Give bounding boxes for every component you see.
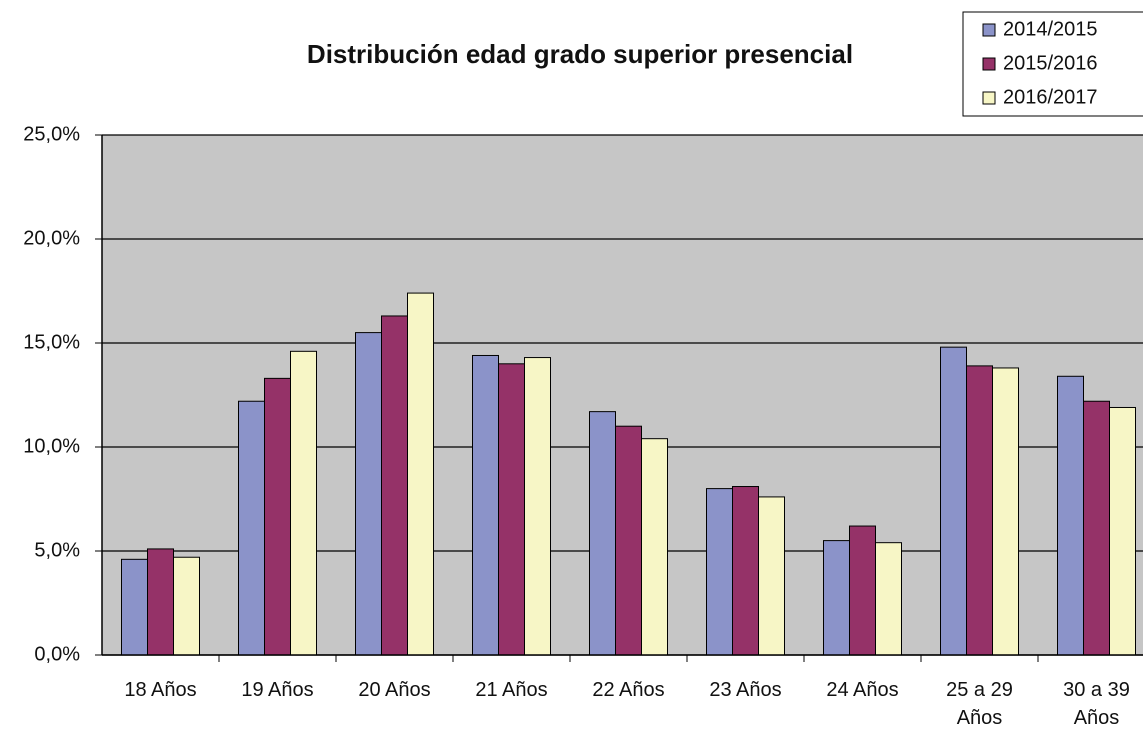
x-tick-label: 20 Años bbox=[358, 679, 431, 701]
bar bbox=[472, 354, 499, 656]
bar bbox=[290, 350, 317, 656]
bar bbox=[875, 542, 902, 656]
bar bbox=[498, 363, 525, 656]
y-tick-label: 10,0% bbox=[23, 435, 80, 457]
bar bbox=[355, 332, 382, 656]
x-tick-label: 25 a 29 Años bbox=[946, 679, 1013, 729]
legend-swatch bbox=[982, 57, 996, 71]
y-tick-label: 5,0% bbox=[34, 539, 80, 561]
y-tick-label: 20,0% bbox=[23, 227, 80, 249]
legend-swatch bbox=[982, 23, 996, 37]
bar bbox=[758, 496, 785, 656]
x-tick-label: 24 Años bbox=[826, 679, 899, 701]
bar bbox=[849, 525, 876, 656]
bar bbox=[992, 367, 1019, 656]
bar bbox=[121, 558, 148, 656]
bar bbox=[966, 365, 993, 656]
x-tick-label: 30 a 39 Años bbox=[1063, 679, 1130, 729]
y-tick-label: 0,0% bbox=[34, 643, 80, 665]
x-tick-label: 22 Años bbox=[592, 679, 665, 701]
x-tick-label: 19 Años bbox=[241, 679, 314, 701]
legend-label: 2016/2017 bbox=[1003, 86, 1098, 108]
bar bbox=[1109, 406, 1136, 656]
chart-title: Distribución edad grado superior presenc… bbox=[307, 39, 853, 69]
bar bbox=[147, 548, 174, 656]
bar bbox=[238, 400, 265, 656]
bar bbox=[524, 357, 551, 656]
bar bbox=[732, 486, 759, 656]
bar bbox=[940, 346, 967, 656]
bar bbox=[1057, 375, 1084, 656]
x-tick-label: 21 Años bbox=[475, 679, 548, 701]
bar bbox=[173, 556, 200, 656]
legend-label: 2015/2016 bbox=[1003, 52, 1098, 74]
bar bbox=[589, 411, 616, 656]
bar bbox=[641, 438, 668, 656]
legend-label: 2014/2015 bbox=[1003, 18, 1098, 40]
y-tick-label: 25,0% bbox=[23, 123, 80, 145]
x-tick-label: 18 Años bbox=[124, 679, 197, 701]
legend-swatch bbox=[982, 91, 996, 105]
bar bbox=[706, 488, 733, 656]
bar bbox=[823, 540, 850, 656]
bar bbox=[381, 315, 408, 656]
y-tick-label: 15,0% bbox=[23, 331, 80, 353]
bar bbox=[407, 292, 434, 656]
bar bbox=[615, 425, 642, 656]
bar bbox=[264, 377, 291, 656]
x-tick-label: 23 Años bbox=[709, 679, 782, 701]
bar bbox=[1083, 400, 1110, 656]
